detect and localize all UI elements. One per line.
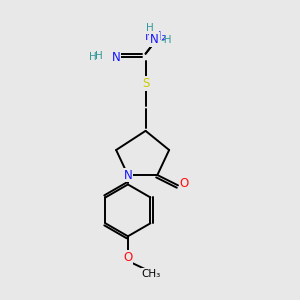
Text: N: N <box>112 51 121 64</box>
Text: S: S <box>142 77 149 90</box>
Text: H: H <box>146 23 154 33</box>
Text: -H: -H <box>160 34 172 45</box>
Text: CH₃: CH₃ <box>142 269 161 279</box>
Text: N: N <box>124 169 132 182</box>
Text: H: H <box>89 52 97 62</box>
Text: O: O <box>123 251 133 264</box>
Text: H: H <box>94 51 102 61</box>
Text: N: N <box>150 33 159 46</box>
Text: NH₂: NH₂ <box>145 30 167 43</box>
Text: O: O <box>180 177 189 190</box>
